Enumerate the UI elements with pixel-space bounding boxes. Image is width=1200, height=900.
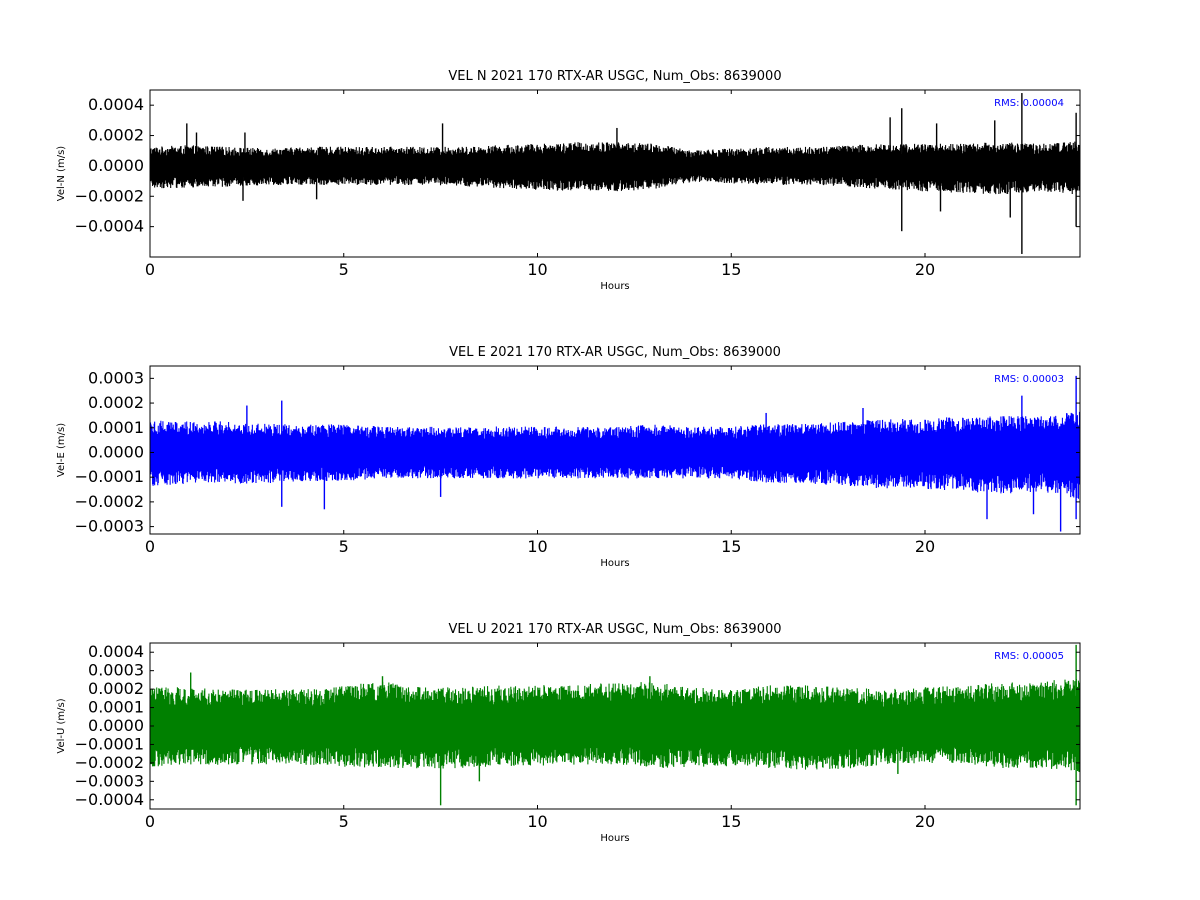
y-tick-label-up-3: 0.0001 [88, 698, 144, 717]
chart-title-east: VEL E 2021 170 RTX-AR USGC, Num_Obs: 863… [449, 345, 781, 360]
y-tick-label-north-3: −0.0002 [75, 186, 144, 205]
rms-annotation-east: RMS: 0.00003 [994, 374, 1064, 385]
x-tick-label-east-3: 15 [721, 537, 741, 556]
y-axis-label-up: Vel-U (m/s) [56, 698, 67, 753]
x-axis-label-up: Hours [600, 833, 629, 844]
y-tick-label-east-3: 0.0000 [88, 442, 144, 461]
y-tick-label-north-0: 0.0004 [88, 95, 144, 114]
x-tick-label-north-0: 0 [145, 260, 155, 279]
x-tick-label-east-1: 5 [339, 537, 349, 556]
chart-title-north: VEL N 2021 170 RTX-AR USGC, Num_Obs: 863… [448, 69, 781, 84]
plot-frame-east [149, 365, 1081, 535]
y-tick-label-up-6: −0.0002 [75, 753, 144, 772]
y-tick-label-up-1: 0.0003 [88, 661, 144, 680]
y-tick-label-north-4: −0.0004 [75, 217, 144, 236]
plot-frame-north [149, 89, 1081, 258]
y-tick-label-east-5: −0.0002 [75, 492, 144, 511]
y-tick-label-north-1: 0.0002 [88, 126, 144, 145]
x-tick-label-east-0: 0 [145, 537, 155, 556]
y-tick-label-east-1: 0.0002 [88, 393, 144, 412]
x-tick-label-up-2: 10 [527, 812, 547, 831]
x-tick-label-north-1: 5 [339, 260, 349, 279]
rms-annotation-north: RMS: 0.00004 [994, 98, 1064, 109]
y-tick-label-up-8: −0.0004 [75, 790, 144, 809]
y-tick-label-up-2: 0.0002 [88, 679, 144, 698]
x-tick-label-up-0: 0 [145, 812, 155, 831]
x-tick-label-east-4: 20 [915, 537, 935, 556]
y-tick-label-up-4: 0.0000 [88, 716, 144, 735]
panel-north: 0 5 10 15 20 0.0004 0.0002 0.0000 −0.0002 −0.0004… [56, 69, 1081, 292]
chart-title-up: VEL U 2021 170 RTX-AR USGC, Num_Obs: 863… [448, 622, 781, 637]
x-tick-label-up-1: 5 [339, 812, 349, 831]
x-axis-label-east: Hours [600, 558, 629, 569]
y-axis-label-east: Vel-E (m/s) [56, 423, 67, 477]
y-tick-label-east-4: −0.0001 [75, 467, 144, 486]
x-tick-label-up-4: 20 [915, 812, 935, 831]
y-axis-label-north: Vel-N (m/s) [56, 146, 67, 201]
y-tick-label-east-6: −0.0003 [75, 517, 144, 536]
series-trace-east [150, 411, 1080, 499]
x-tick-label-north-4: 20 [915, 260, 935, 279]
x-tick-label-north-3: 15 [721, 260, 741, 279]
series-trace-up [150, 679, 1080, 773]
panel-up: 0 5 10 15 200.00040.00030.00020.00010.0000−0… [56, 622, 1081, 844]
y-tick-label-up-5: −0.0001 [75, 734, 144, 753]
series-trace-north [150, 141, 1080, 195]
y-tick-label-east-2: 0.0001 [88, 418, 144, 437]
y-tick-label-north-2: 0.0000 [88, 156, 144, 175]
rms-annotation-up: RMS: 0.00005 [994, 651, 1064, 662]
x-tick-label-north-2: 10 [527, 260, 547, 279]
y-tick-label-up-7: −0.0003 [75, 771, 144, 790]
x-tick-label-east-2: 10 [527, 537, 547, 556]
y-tick-label-up-0: 0.0004 [88, 642, 144, 661]
y-tick-label-east-0: 0.0003 [88, 368, 144, 387]
x-axis-label-north: Hours [600, 281, 629, 292]
panel-east: 0 5 10 15 20 0.0003 0.0002 0.0001 0.0000 −0.0001 −… [56, 345, 1081, 569]
x-tick-label-up-3: 15 [721, 812, 741, 831]
